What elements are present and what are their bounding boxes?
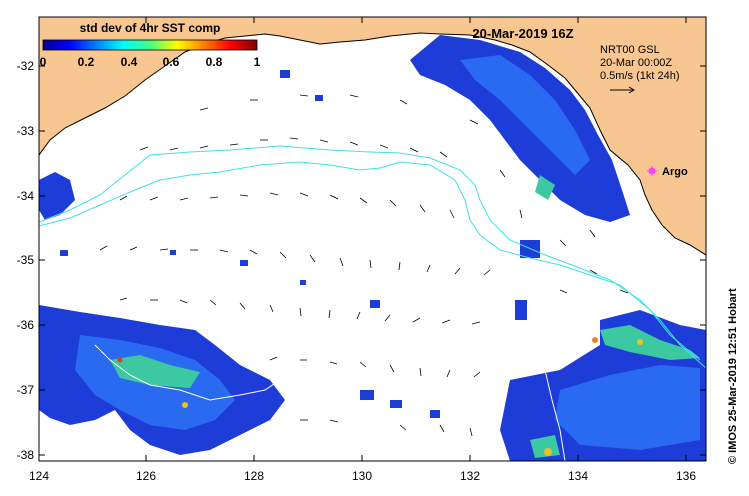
colorbar-title: std dev of 4hr SST comp [80, 21, 221, 35]
colorbar-tick: 0.4 [121, 55, 138, 69]
legend-line-2: 20-Mar 00:00Z [600, 57, 672, 69]
argo-label: Argo [662, 166, 688, 178]
y-tick-label: -33 [17, 124, 35, 138]
plot-frame [38, 16, 707, 462]
map-title: 20-Mar-2019 16Z [472, 26, 573, 41]
sst-data-patches [39, 35, 706, 461]
x-tick-label: 130 [352, 469, 372, 483]
legend-line-1: NRT00 GSL [600, 44, 660, 56]
contour-line-white [94, 344, 281, 401]
x-tick-label: 126 [136, 469, 156, 483]
x-tick-label: 134 [568, 469, 588, 483]
colorbar-tick: 0 [40, 55, 47, 69]
x-tick-label: 124 [29, 469, 49, 483]
credit-text: © IMOS 25-Mar-2019 12:51 Hobart [727, 288, 739, 464]
colorbar-tick: 0.6 [163, 55, 180, 69]
contour-line-white-right [544, 369, 566, 461]
y-tick-label: -38 [17, 448, 35, 462]
colorbar-tick: 0.8 [206, 55, 223, 69]
y-tick-label: -34 [17, 189, 35, 203]
x-tick-label: 132 [460, 469, 480, 483]
y-tick-label: -35 [17, 253, 35, 267]
y-tick-label: -32 [17, 59, 35, 73]
contour-line-inner [39, 161, 701, 361]
scale-arrow-icon [610, 86, 635, 94]
y-tick-label: -36 [17, 318, 35, 332]
x-axis [38, 17, 687, 461]
colorbar-tick: 0.2 [78, 55, 95, 69]
current-vectors [99, 94, 629, 437]
argo-marker-icon [647, 166, 657, 176]
x-tick-label: 128 [244, 469, 264, 483]
x-tick-label: 136 [676, 469, 696, 483]
legend-line-3: 0.5m/s (1kt 24h) [600, 70, 679, 82]
y-axis [39, 65, 706, 456]
colorbar [42, 39, 258, 51]
colorbar-tick: 1 [254, 55, 261, 69]
y-tick-label: -37 [17, 383, 35, 397]
